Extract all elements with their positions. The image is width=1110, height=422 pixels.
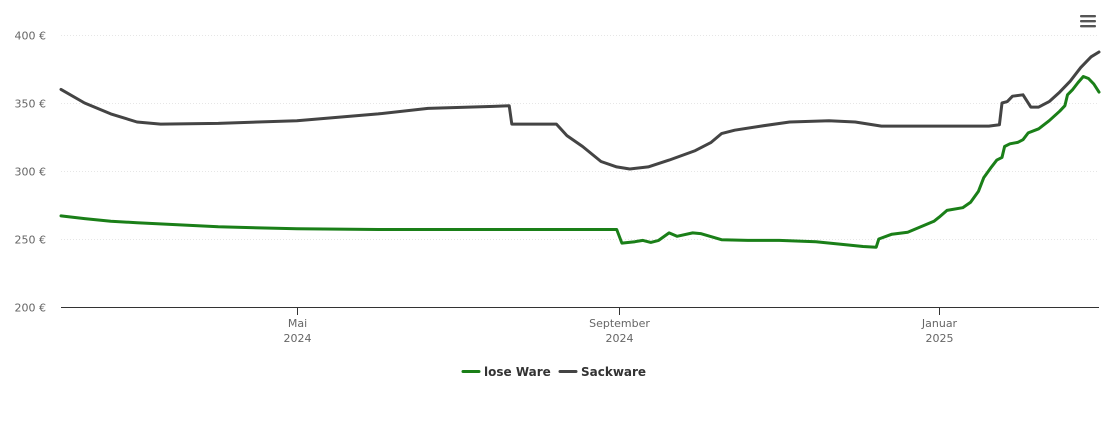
x-tick-label-month: Januar (921, 317, 958, 330)
x-axis: Mai 2024 September 2024 Januar 2025 (61, 307, 1099, 345)
y-tick-label: 250 € (15, 234, 47, 247)
hamburger-menu-icon (1080, 15, 1096, 28)
y-tick-label: 400 € (15, 30, 47, 43)
legend-item-sackware[interactable]: Sackware (558, 365, 646, 379)
legend-label-lose-ware: lose Ware (484, 365, 551, 379)
legend-label-sackware: Sackware (581, 365, 646, 379)
y-tick-label: 350 € (15, 98, 47, 111)
x-tick-label-month: September (589, 317, 650, 330)
x-tick-label-month: Mai (288, 317, 307, 330)
menu-button[interactable] (1078, 12, 1100, 32)
y-tick-label: 200 € (15, 302, 47, 315)
gridlines (61, 35, 1099, 240)
y-tick-label: 300 € (15, 166, 47, 179)
x-tick-label-year: 2024 (606, 332, 634, 345)
series-line-sackware (59, 50, 1101, 171)
series-line-lose-ware (59, 75, 1101, 249)
y-axis: 200 € 250 € 300 € 350 € 400 € (15, 30, 47, 315)
legend: lose Ware Sackware (461, 365, 646, 379)
x-tick-label-year: 2024 (284, 332, 312, 345)
legend-item-lose-ware[interactable]: lose Ware (461, 365, 551, 379)
series-lines (59, 50, 1101, 249)
x-tick-label-year: 2025 (926, 332, 954, 345)
